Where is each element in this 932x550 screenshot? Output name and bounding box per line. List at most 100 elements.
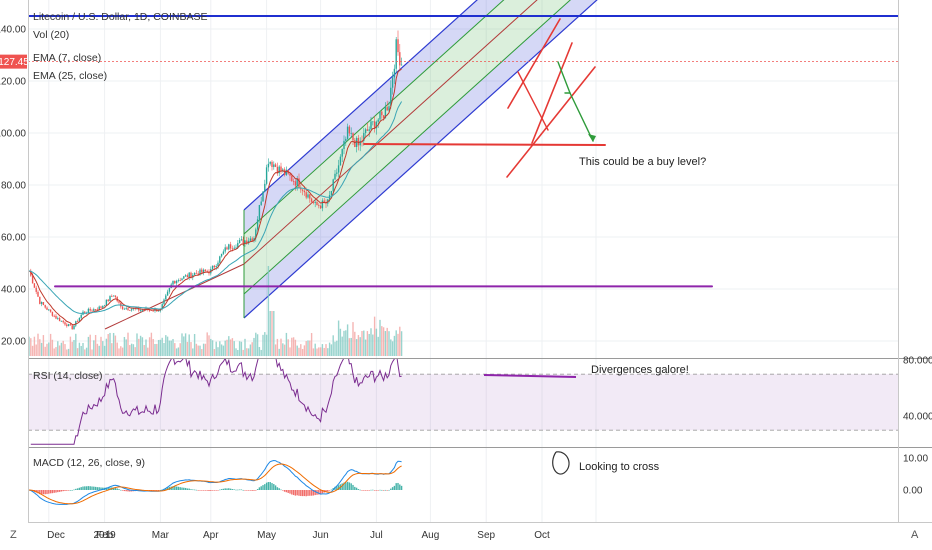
candle-body [89,308,91,311]
volume-bar [148,337,151,356]
volume-bar [294,339,297,356]
macd-histogram-bar [73,489,75,491]
candle-body [188,272,190,278]
annotation-divergences[interactable]: Divergences galore! [591,364,689,376]
volume-bar [120,346,122,356]
price-tick-label[interactable]: 120.00 [0,77,26,88]
volume-bar [75,333,77,356]
candle-body [184,275,187,277]
volume-bar [103,345,106,356]
time-tick-label[interactable]: Jun [313,530,329,541]
ema-slow-legend[interactable]: EMA (25, close) [33,70,107,82]
annotation-cross[interactable]: Looking to cross [579,461,660,473]
time-tick-label[interactable]: Sep [477,530,495,541]
rsi-legend[interactable]: RSI (14, close) [33,370,102,382]
axes[interactable]: 140.00 120.00 100.00 80.00 60.00 40.00 20.00 12… [0,25,932,542]
volume-bar [147,347,149,356]
volume-bar [150,332,153,356]
macd-legend[interactable]: MACD (12, 26, close, 9) [33,457,145,469]
macd-histogram-bar [71,489,73,491]
candle-body [114,295,117,297]
price-tick-label[interactable]: 20.00 [1,337,26,348]
macd-histogram-bar [78,487,81,490]
time-tick-label[interactable]: Jul [370,530,383,541]
macd-histogram-bar [276,487,279,490]
volume-bar [192,348,194,356]
time-tick-label[interactable]: Feb [96,530,114,541]
time-tick-label[interactable]: Oct [534,530,550,541]
zoom-left-button[interactable]: Z [10,529,17,541]
volume-bar [283,344,286,356]
price-tick-label[interactable]: 60.00 [1,233,26,244]
volume-bar [195,343,198,356]
macd-tick-label[interactable]: 10.00 [903,454,928,465]
time-tick-label[interactable]: 2019 [93,530,116,541]
grid-lines [28,0,898,522]
candle-body [57,318,59,319]
volume-bar [334,341,336,356]
volume-bar [363,330,365,356]
candle-body [350,133,352,134]
time-tick-label[interactable]: Aug [422,530,440,541]
macd-histogram-bar [399,484,401,490]
macd-histogram-bar [327,490,329,492]
candle-body [314,201,316,203]
macd-histogram-bar [226,488,228,490]
candle-body [71,325,73,330]
auto-scale-button[interactable]: A [911,529,919,541]
candle-body [334,173,336,180]
candle-body [152,310,154,312]
volume-bar [276,338,279,356]
volume-bar [287,339,289,356]
time-tick-label[interactable]: Apr [203,530,219,541]
candle-body [129,309,131,311]
macd-histogram-bar [123,490,126,492]
macd-histogram-bar [237,489,239,491]
candle-body [49,309,52,312]
candle-body [235,247,237,249]
volume-bar [400,331,403,356]
volume-bar [379,319,381,356]
candle-body [271,161,273,167]
time-tick-label[interactable]: Dec [47,530,65,541]
volume-bar [352,322,354,356]
volume-bar [314,343,316,356]
annotation-buy-level[interactable]: This could be a buy level? [579,156,706,168]
price-tick-label[interactable]: 100.00 [0,129,26,140]
volume-bar [318,347,320,356]
volume-bar [265,334,268,356]
volume-bar [249,344,252,356]
time-tick-label[interactable]: May [257,530,276,541]
pitchfork-channel[interactable] [104,0,900,330]
candle-body [251,238,253,242]
price-tick-label[interactable]: 40.00 [1,285,26,296]
volume-bar [301,348,304,356]
volume-bar [346,324,349,356]
volume-bar [382,327,385,356]
candle-body [107,299,109,301]
volume-bar [213,349,216,356]
volume-bar [289,347,291,356]
volume-bar [231,338,234,356]
ema-fast-legend[interactable]: EMA (7, close) [33,52,101,64]
volume-legend[interactable]: Vol (20) [33,29,69,41]
volume-bar [211,340,214,356]
volume-bar [143,345,145,356]
volume-bar [121,347,124,356]
candle-body [87,308,90,313]
macd-histogram-bar [44,490,46,495]
macd-histogram-bar [395,483,397,490]
macd-tick-label[interactable]: 0.00 [903,486,923,497]
macd-histogram-bar [152,490,154,491]
candle-body [143,309,145,311]
macd-histogram-bar [109,487,111,490]
volume-bar [125,339,127,356]
price-tick-label[interactable]: 80.00 [1,181,26,192]
price-tick-label[interactable]: 140.00 [0,25,26,36]
trend-drawings[interactable] [28,15,898,288]
volume-bar [181,333,183,356]
time-tick-label[interactable]: Mar [152,530,170,541]
